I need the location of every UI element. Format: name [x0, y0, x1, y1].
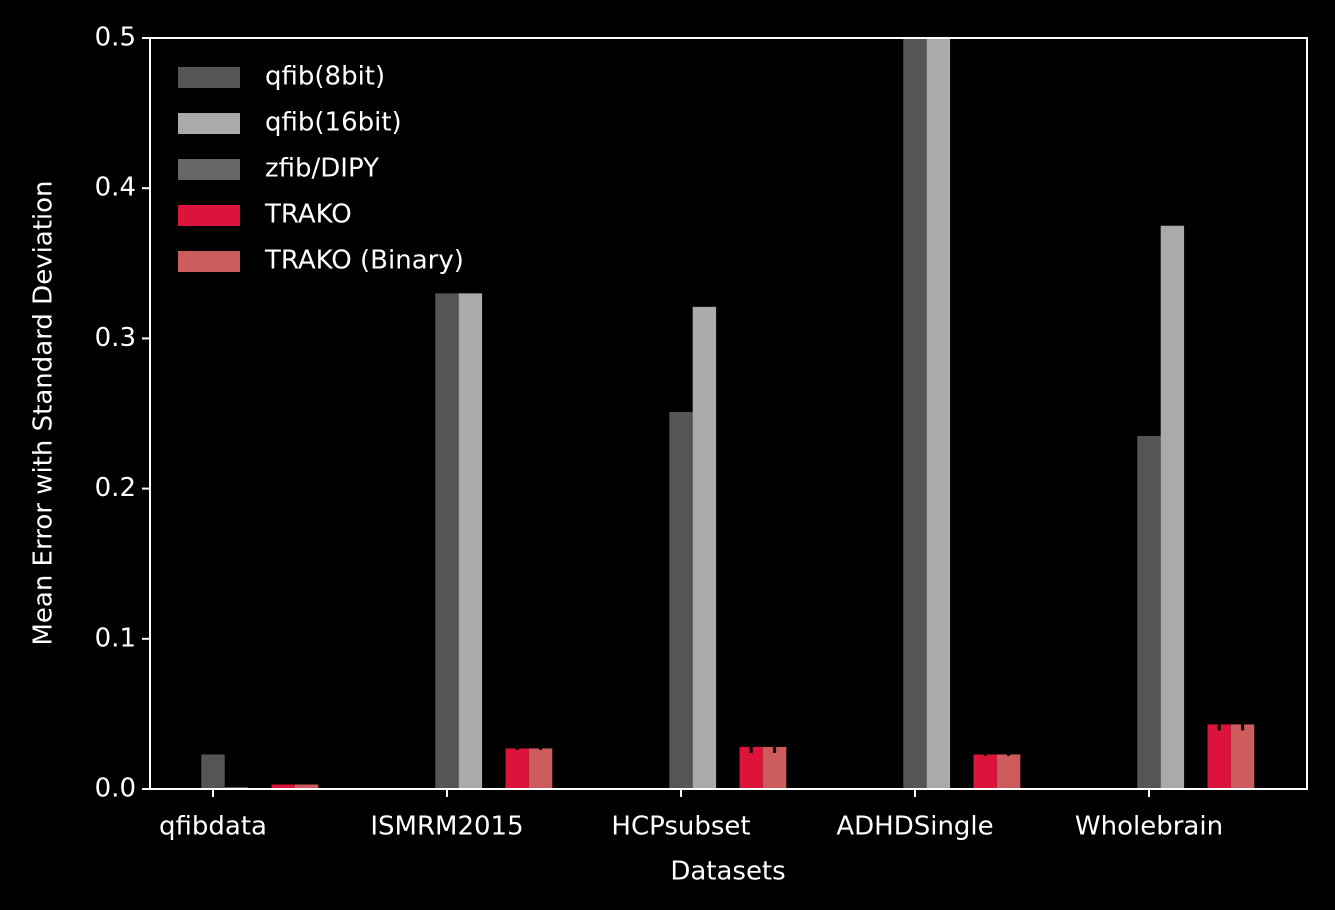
legend-swatch — [178, 113, 240, 134]
bar — [271, 784, 295, 789]
bar — [903, 38, 927, 789]
bar — [1207, 724, 1231, 789]
bar — [973, 754, 997, 789]
legend-label: zfib/DIPY — [265, 154, 379, 184]
bar — [1230, 724, 1255, 789]
legend-label: TRAKO (Binary) — [264, 246, 464, 276]
bar — [201, 754, 225, 789]
legend-label: qfib(8bit) — [265, 62, 385, 92]
x-tick-label: ADHDSingle — [836, 812, 993, 842]
plot-area — [201, 38, 1255, 789]
bar — [692, 306, 717, 789]
x-tick-label: HCPsubset — [611, 812, 750, 842]
bar — [996, 754, 1021, 789]
bar — [435, 293, 459, 789]
bar — [762, 746, 787, 789]
legend-swatch — [178, 251, 240, 272]
bar — [739, 746, 763, 789]
y-tick-label: 0.2 — [95, 473, 136, 503]
bar — [294, 784, 319, 789]
x-tick-label: Wholebrain — [1075, 812, 1223, 842]
legend-label: qfib(16bit) — [265, 108, 402, 138]
bar — [505, 748, 529, 789]
y-tick-label: 0.4 — [95, 173, 136, 203]
y-tick-label: 0.1 — [95, 623, 136, 653]
y-axis-label: Mean Error with Standard Deviation — [29, 180, 59, 645]
axes-frame — [149, 37, 1308, 790]
y-tick-label: 0.3 — [95, 323, 136, 353]
bar — [1137, 436, 1161, 789]
y-tick-label: 0.0 — [95, 774, 136, 804]
legend-swatch — [178, 205, 240, 226]
bar — [1160, 225, 1185, 789]
bar — [926, 38, 951, 789]
bar — [528, 748, 553, 789]
bar — [458, 293, 483, 789]
x-tick-label: ISMRM2015 — [370, 812, 523, 842]
x-tick-label: qfibdata — [159, 812, 267, 842]
legend-swatch — [178, 67, 240, 88]
x-axis-label: Datasets — [670, 857, 785, 887]
legend-swatch — [178, 159, 240, 180]
legend-label: TRAKO — [264, 200, 352, 230]
y-tick-label: 0.5 — [95, 23, 136, 53]
bar — [669, 411, 693, 789]
